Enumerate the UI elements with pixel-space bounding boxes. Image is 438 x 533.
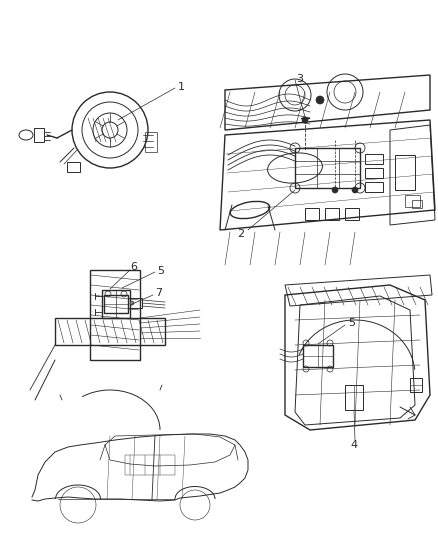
Bar [104, 295, 128, 313]
Bar [145, 132, 157, 152]
Bar [345, 385, 363, 410]
Bar [345, 208, 359, 220]
Circle shape [332, 187, 338, 193]
Bar [305, 208, 319, 220]
Bar [125, 455, 175, 475]
Bar [303, 345, 333, 367]
Bar [412, 200, 422, 208]
Text: 2: 2 [237, 229, 244, 239]
Text: 1: 1 [178, 82, 185, 92]
Text: 4: 4 [350, 440, 357, 450]
Text: 5: 5 [348, 318, 355, 328]
Text: 6: 6 [130, 262, 137, 272]
Circle shape [316, 96, 324, 104]
Bar [128, 298, 142, 308]
Bar [365, 168, 383, 178]
Bar [325, 208, 339, 220]
Circle shape [302, 117, 308, 123]
Text: 5: 5 [157, 266, 164, 276]
Bar [365, 154, 383, 164]
Bar [410, 378, 422, 392]
Text: 3: 3 [296, 74, 303, 84]
Text: 7: 7 [155, 288, 162, 298]
Bar [395, 155, 415, 190]
Circle shape [130, 301, 134, 305]
Bar [365, 182, 383, 192]
Bar [405, 195, 420, 207]
Circle shape [352, 187, 358, 193]
Bar [295, 148, 360, 188]
